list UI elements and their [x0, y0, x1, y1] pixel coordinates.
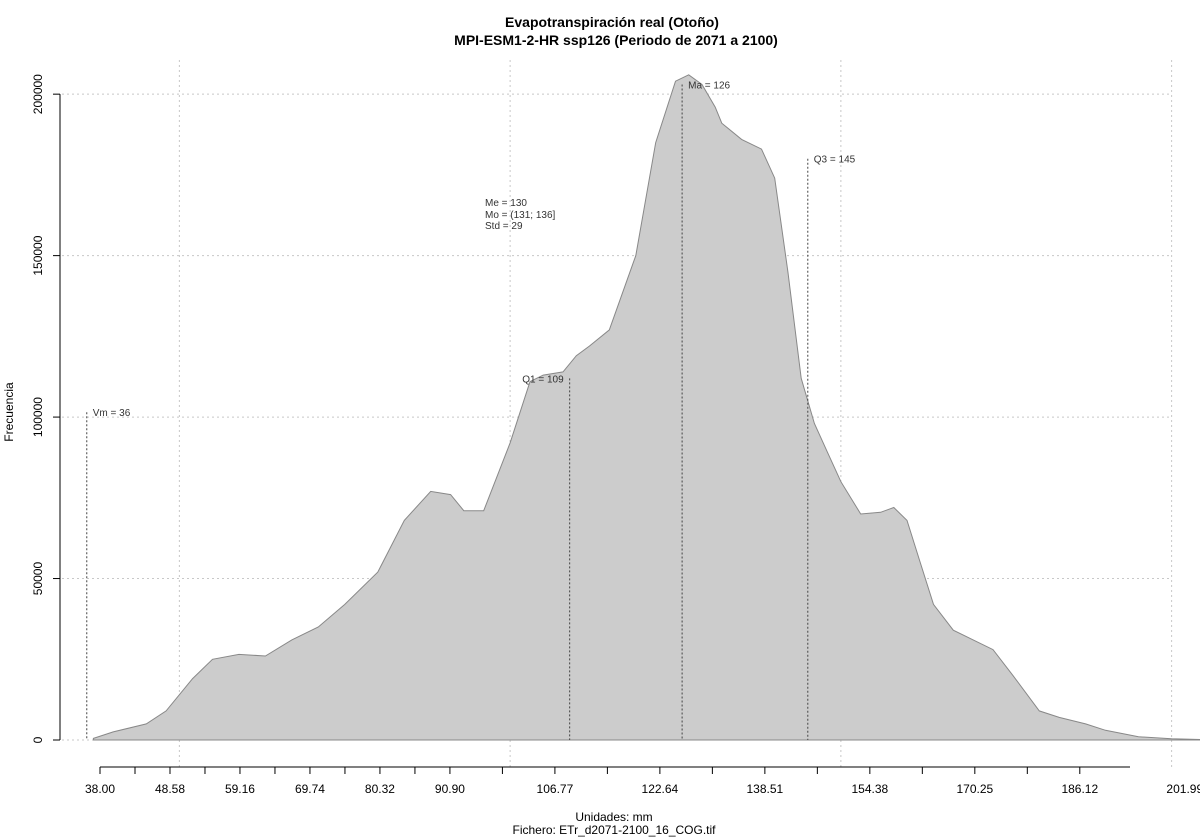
- x-tick-label: 48.58: [155, 782, 185, 796]
- x-tick-label: 201.99: [1166, 782, 1200, 796]
- chart-subtitle: MPI-ESM1-2-HR ssp126 (Periodo de 2071 a …: [454, 32, 778, 48]
- stats-mode: Mo = (131; 136]: [485, 210, 556, 221]
- y-tick-label: 200000: [31, 74, 45, 114]
- x-tick-label: 170.25: [956, 782, 993, 796]
- annotation-label: Vm = 36: [93, 408, 131, 419]
- annotation-label: Ma = 126: [688, 80, 730, 91]
- x-tick-label: 138.51: [747, 782, 784, 796]
- chart-title: Evapotranspiración real (Otoño): [505, 14, 719, 30]
- x-tick-label: 106.77: [537, 782, 574, 796]
- x-tick-label: 80.32: [365, 782, 395, 796]
- x-tick-label: 38.00: [85, 782, 115, 796]
- x-axis-title: Unidades: mm: [575, 810, 652, 824]
- x-tick-label: 69.74: [295, 782, 325, 796]
- axes: 0 50000 100000 150000 200000 38.00 48.58 59.16 6…: [31, 74, 1200, 796]
- x-tick-label: 90.90: [435, 782, 465, 796]
- annotation-label: Q1 = 109: [522, 374, 564, 385]
- annotation-label: Q3 = 145: [814, 155, 856, 166]
- caption: Fichero: ETr_d2071-2100_16_COG.tif: [513, 823, 717, 837]
- x-tick-label: 59.16: [225, 782, 255, 796]
- y-axis-title: Frecuencia: [2, 382, 16, 442]
- density-curve: [92, 74, 1200, 741]
- y-tick-label: 150000: [31, 235, 45, 275]
- y-tick-label: 50000: [31, 562, 45, 596]
- density-area: [92, 74, 1200, 741]
- y-tick-label: 100000: [31, 397, 45, 437]
- x-tick-label: 122.64: [642, 782, 679, 796]
- y-tick-label: 0: [31, 736, 45, 743]
- x-tick-label: 186.12: [1061, 782, 1098, 796]
- stats-median: Me = 130: [485, 198, 527, 209]
- x-tick-label: 154.38: [851, 782, 888, 796]
- stats-std: Std = 29: [485, 221, 523, 232]
